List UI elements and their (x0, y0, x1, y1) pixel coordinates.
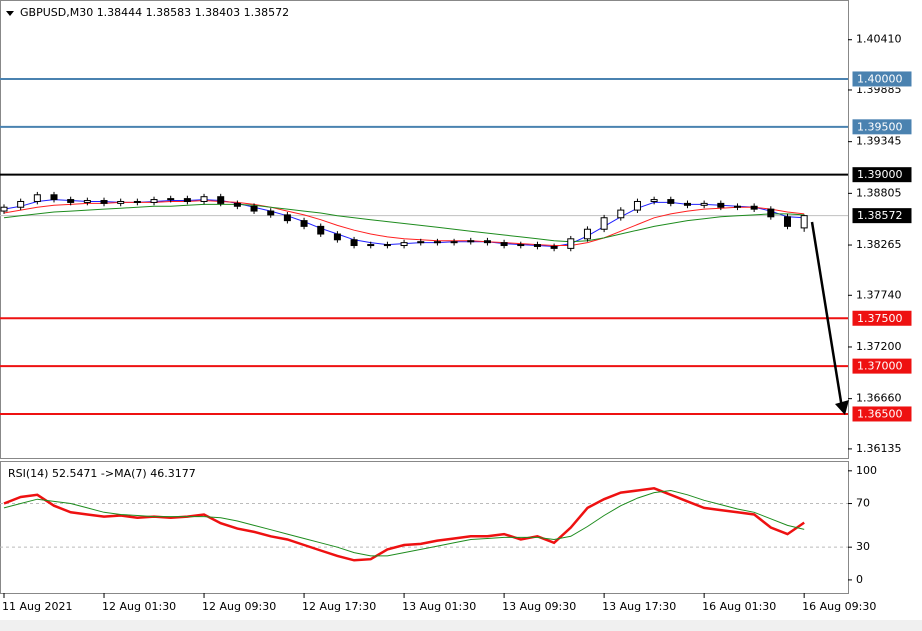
y-tick-label: 30 (856, 540, 870, 553)
arrow-head (835, 400, 849, 415)
level-label: 1.39500 (857, 120, 903, 133)
level-label-box (851, 70, 913, 88)
candle-body (117, 200, 125, 204)
level-label-box (851, 207, 913, 225)
candle-body (333, 233, 341, 241)
y-tick-label: 1.37740 (856, 288, 902, 301)
candle-body (233, 202, 241, 207)
level-label-box (851, 309, 913, 327)
candle-body (83, 200, 91, 203)
level-label: 1.36500 (857, 407, 903, 420)
candle-body (350, 239, 358, 247)
candle-body (450, 241, 458, 244)
candle-body (167, 198, 175, 201)
x-tick-label: 16 Aug 01:30 (702, 600, 776, 613)
candle-body (717, 202, 725, 208)
candle-body (283, 214, 291, 222)
y-tick-label: 1.39345 (856, 135, 902, 148)
y-tick-label: 1.38805 (856, 186, 902, 199)
level-label: 1.40000 (857, 72, 903, 85)
candle-body (417, 241, 425, 244)
y-tick-label: 100 (856, 464, 877, 477)
level-label: 1.37000 (857, 360, 903, 373)
candle-body (367, 244, 375, 247)
x-tick-label: 16 Aug 09:30 (802, 600, 876, 613)
y-tick-label: 1.36135 (856, 442, 902, 455)
arrow (810, 221, 844, 409)
y-tick-label: 0 (856, 573, 863, 586)
candle-body (17, 200, 25, 208)
candle-body (33, 194, 41, 202)
x-tick-label: 12 Aug 01:30 (102, 600, 176, 613)
candle-body (217, 196, 225, 204)
candle-body (467, 240, 475, 243)
candle-body (500, 242, 508, 247)
candle-body (267, 210, 275, 216)
candle-body (750, 205, 758, 210)
chart-title: GBPUSD,M30 1.38444 1.38583 1.38403 1.385… (20, 6, 289, 19)
candle-body (683, 202, 691, 206)
candle-body (383, 244, 391, 247)
candle-body (617, 209, 625, 219)
candle-body (317, 225, 325, 235)
candle-body (183, 198, 191, 202)
candle-body (250, 205, 258, 212)
series-line (3, 203, 805, 243)
candle-body (550, 245, 558, 249)
level-label-box (851, 166, 913, 184)
candle-body (583, 228, 591, 240)
candle-body (433, 241, 441, 244)
x-tick-label: 13 Aug 17:30 (602, 600, 676, 613)
level-label: 1.37500 (857, 312, 903, 325)
main-panel (0, 0, 849, 459)
level-label-box (851, 118, 913, 136)
candle-body (600, 217, 608, 230)
candle-body (133, 200, 141, 203)
y-tick-label: 1.37200 (856, 340, 902, 353)
candle-body (483, 240, 491, 244)
candle-body (100, 200, 108, 204)
y-tick-label: 1.38265 (856, 238, 902, 251)
candle-body (300, 220, 308, 227)
y-tick-label: 1.40410 (856, 33, 902, 46)
candle-body (67, 199, 75, 203)
candle-body (667, 199, 675, 204)
candle-body (50, 194, 58, 201)
candle-body (200, 196, 208, 202)
x-tick-label: 13 Aug 09:30 (502, 600, 576, 613)
series-line (3, 489, 805, 557)
level-label: 1.38572 (857, 209, 903, 222)
y-tick-label: 70 (856, 497, 870, 510)
rsi-title: RSI(14) 52.5471 ->MA(7) 46.3177 (8, 467, 196, 480)
candle-body (400, 242, 408, 247)
level-label-box (851, 405, 913, 423)
level-label-box (851, 357, 913, 375)
candle-body (0, 206, 8, 212)
x-tick-label: 12 Aug 09:30 (202, 600, 276, 613)
candle-body (150, 199, 158, 203)
candle-body (733, 205, 741, 208)
candle-body (767, 208, 775, 218)
x-tick-label: 11 Aug 2021 (2, 600, 72, 613)
y-tick-label: 1.36660 (856, 392, 902, 405)
candle-body (650, 199, 658, 202)
dropdown-icon[interactable] (6, 11, 14, 16)
x-tick-label: 13 Aug 01:30 (402, 600, 476, 613)
candle-body (567, 238, 575, 249)
x-tick-label: 12 Aug 17:30 (302, 600, 376, 613)
candle-body (517, 244, 525, 247)
candle-body (700, 202, 708, 206)
plot-layer: 1.404101.398851.393451.388051.382651.377… (0, 33, 913, 613)
rsi-panel (0, 461, 849, 594)
candle-body (783, 216, 791, 227)
candle-body (633, 200, 641, 211)
candle-body (533, 244, 541, 247)
candle-body (800, 215, 808, 229)
level-label: 1.39000 (857, 168, 903, 181)
series-line (3, 487, 805, 562)
